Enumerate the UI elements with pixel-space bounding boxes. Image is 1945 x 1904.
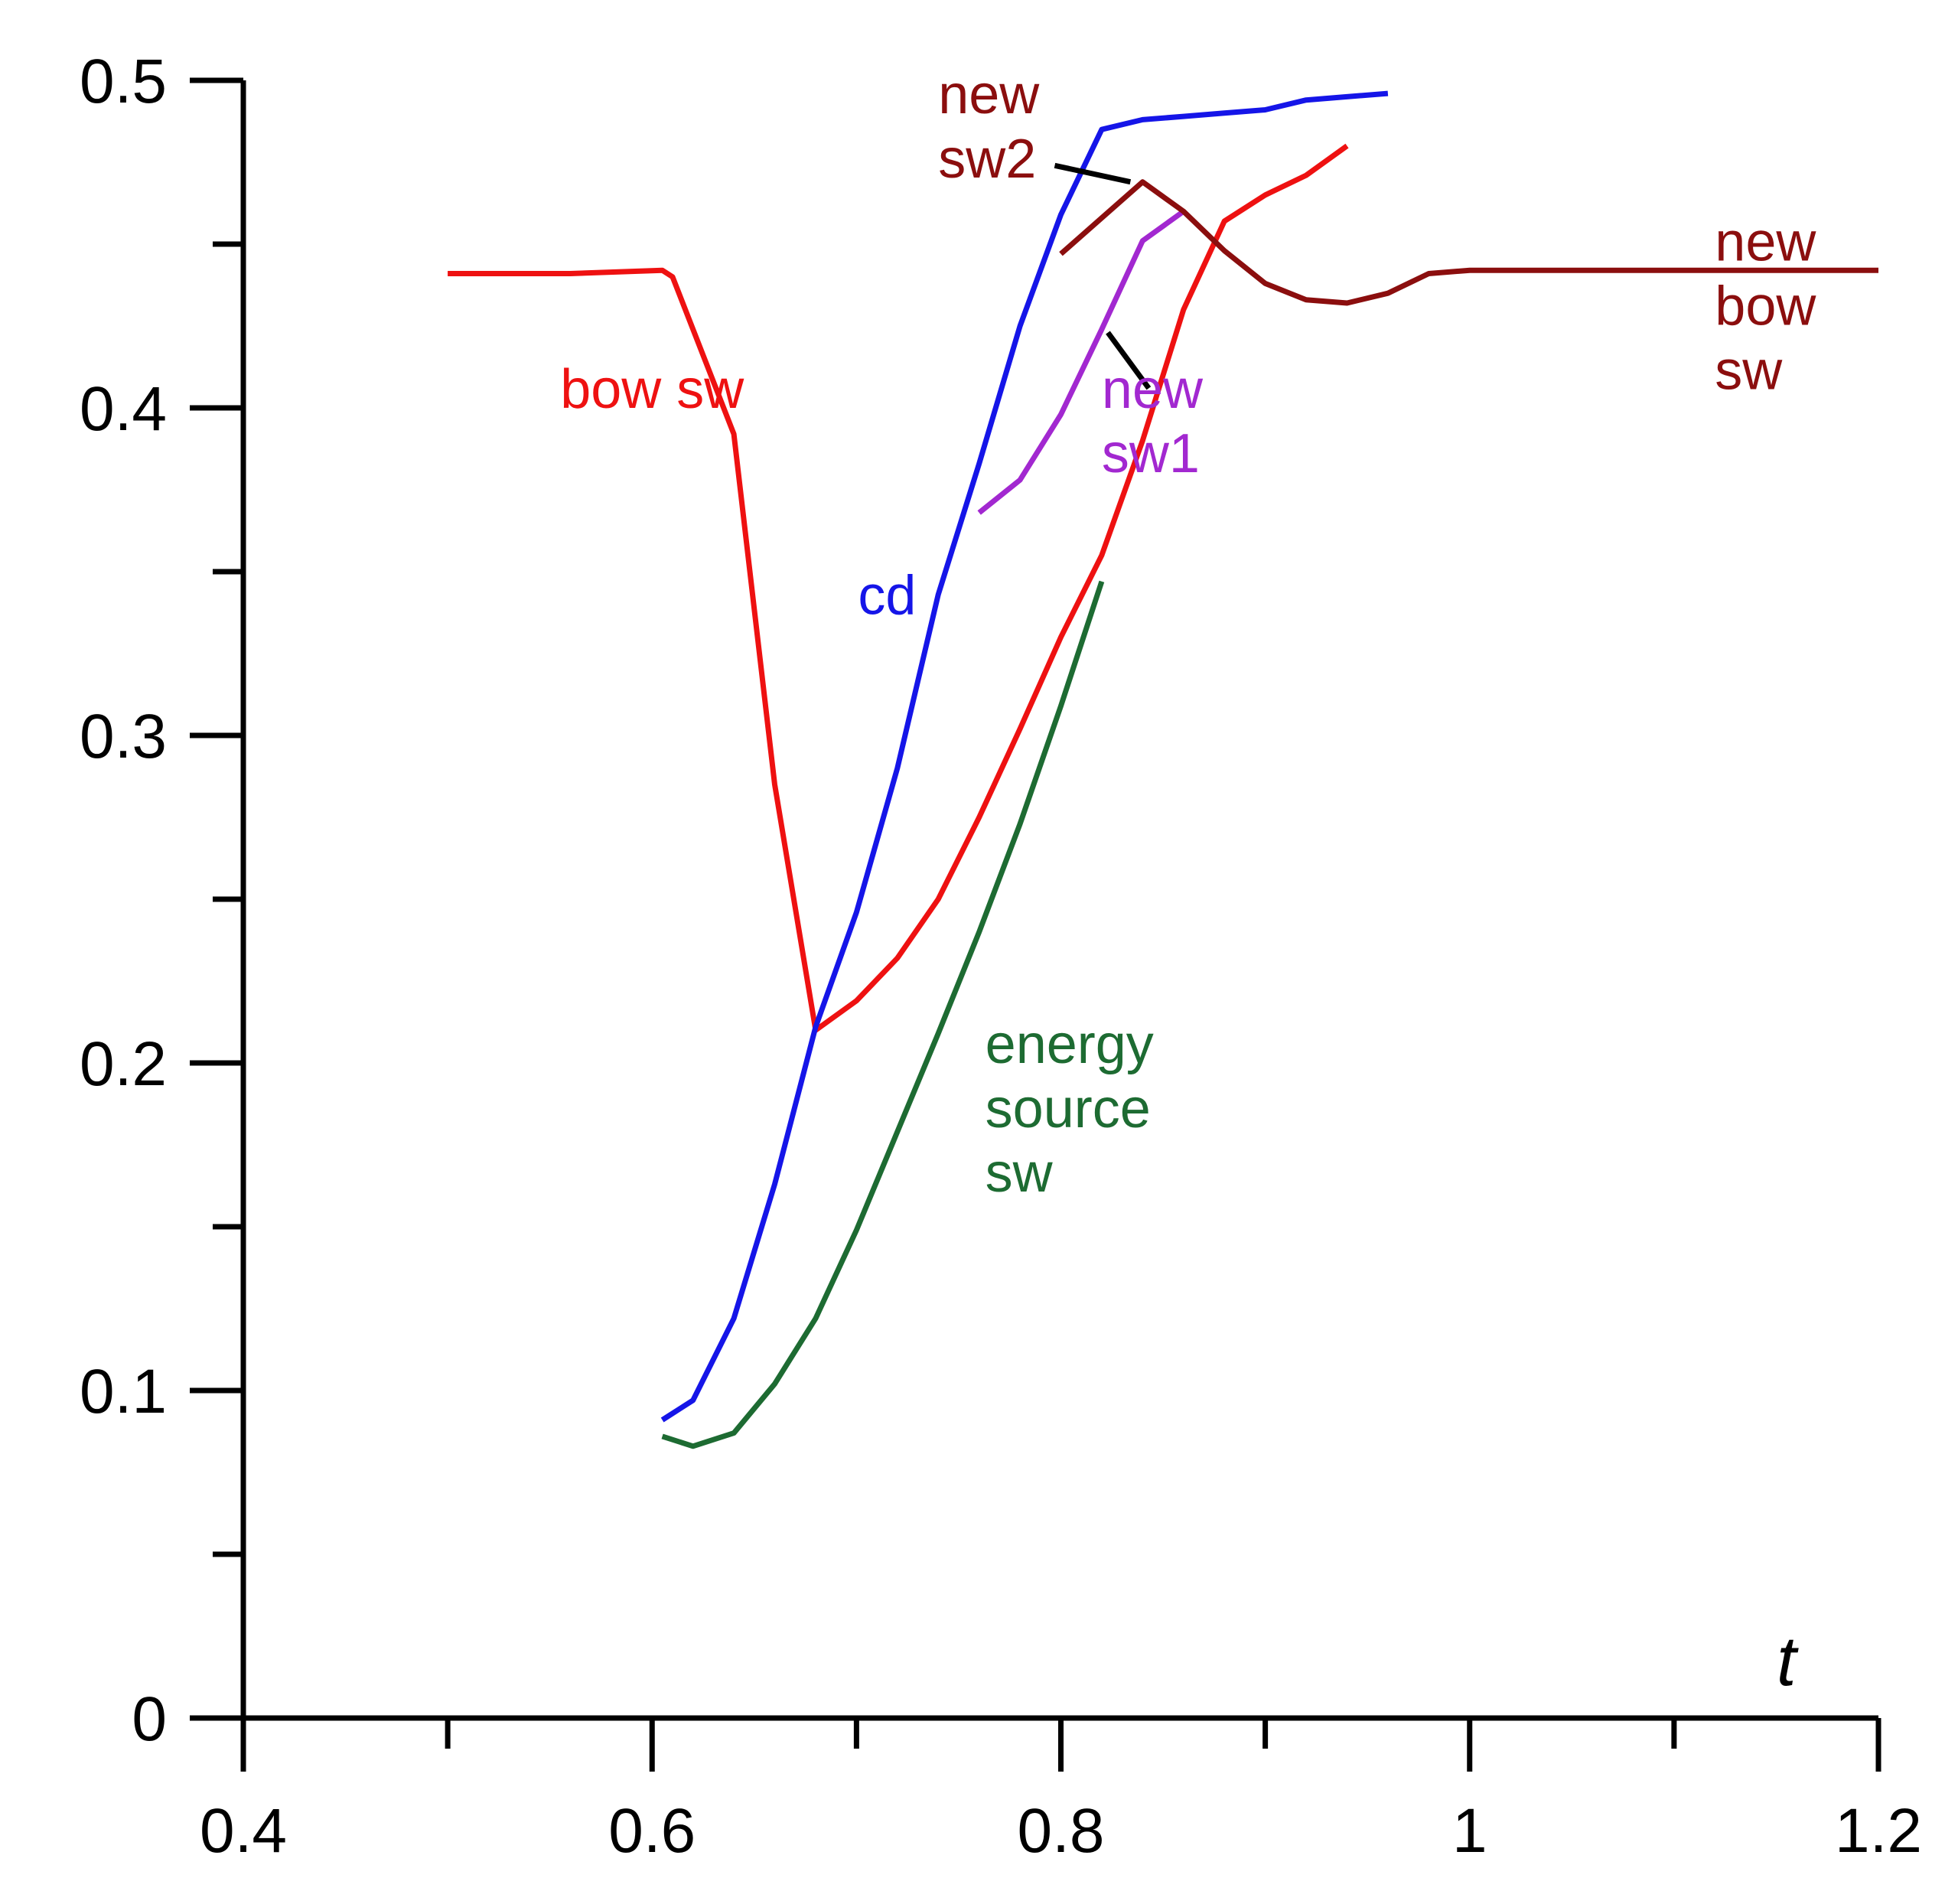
series-layer: [448, 90, 1878, 1449]
series-line-2: [661, 580, 1105, 1449]
x-tick-label: 0.4: [200, 1796, 287, 1866]
axes: 0 0.1 0.2 0.3 0.4 0.5 0.4 0.6 0.8 1 1.2: [80, 47, 1922, 1866]
leader-layer: [1054, 162, 1152, 390]
x-tick-label: 0.6: [608, 1796, 696, 1866]
series-label-new-sw2: new sw2: [938, 64, 1040, 190]
new-sw1-leader: [1106, 331, 1152, 390]
series-label-energy-source-sw: energy source sw: [986, 1014, 1154, 1204]
series-label-cd: cd: [858, 566, 916, 627]
series-label-new-sw1: new sw1: [1102, 359, 1204, 484]
x-tick-label: 0.8: [1018, 1796, 1105, 1866]
series-line-1: [660, 90, 1389, 1423]
y-tick-label: 0: [132, 1684, 167, 1754]
y-tick-label: 0.3: [80, 702, 167, 771]
new-sw2-leader: [1054, 162, 1132, 185]
y-tick-label: 0.5: [80, 47, 167, 116]
series-line-4: [1059, 179, 1878, 306]
x-tick-label: 1: [1452, 1796, 1487, 1866]
x-tick-label: 1.2: [1835, 1796, 1922, 1866]
y-tick-label: 0.1: [80, 1357, 167, 1426]
label-layer: bow sw cd energy source sw new sw1 new sw2 new bow…: [560, 64, 1816, 1204]
series-line-0: [448, 143, 1349, 1033]
series-label-new-bow-sw: new bow sw: [1715, 211, 1816, 401]
y-tick-label: 0.4: [80, 374, 167, 444]
y-tick-label: 0.2: [80, 1029, 167, 1099]
series-line-3: [977, 209, 1185, 515]
x-axis-title: t: [1777, 1622, 1799, 1700]
series-label-bow-sw: bow sw: [560, 359, 744, 420]
